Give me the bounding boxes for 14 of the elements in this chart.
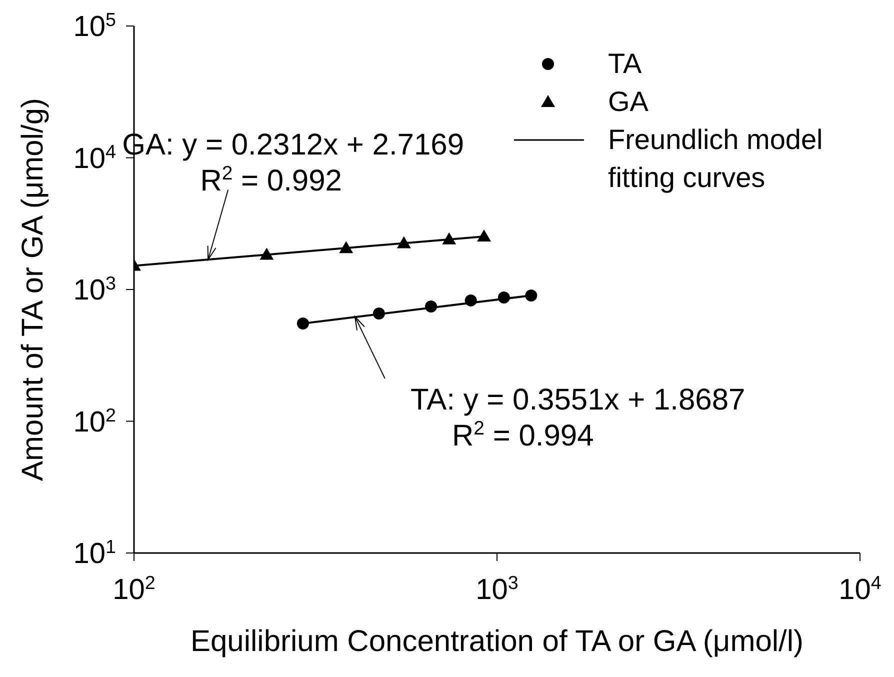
legend-label: TA xyxy=(608,47,643,81)
y-tick-label: 10$^{2}$ xyxy=(73,404,116,438)
x-tick-label: 10$^{4}$ xyxy=(838,572,882,606)
annotation: TA: y = 0.3551x + 1.8687 R$^{2}$ = 0.994 xyxy=(410,383,746,452)
y-tick-label: 10$^{5}$ xyxy=(73,8,116,43)
legend-label: GA xyxy=(608,85,650,119)
x-tick-label: 10$^{2}$ xyxy=(112,572,156,606)
y-tick-label: 10$^{4}$ xyxy=(73,140,116,175)
y-axis-title: Amount of TA or GA (μmol/g) xyxy=(16,98,50,481)
x-tick-label: 10$^{3}$ xyxy=(476,572,518,606)
y-tick-label: 10$^{3}$ xyxy=(73,272,116,306)
x-axis-title: Equilibrium Concentration of TA or GA (μmol/l) xyxy=(190,625,804,658)
legend-label: Freundlich model fitting curves xyxy=(608,123,824,195)
y-tick-label: 10$^{1}$ xyxy=(73,536,116,570)
